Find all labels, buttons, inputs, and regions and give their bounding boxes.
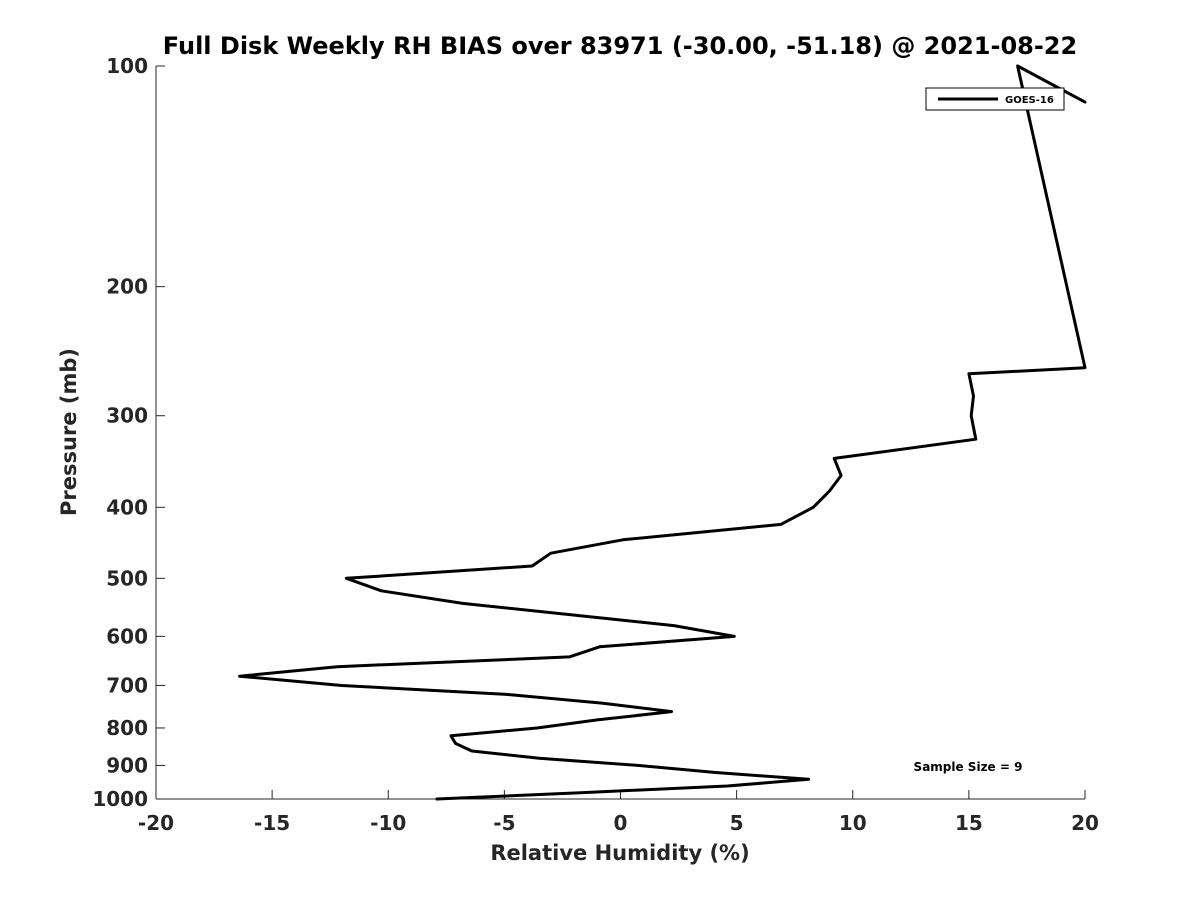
- axes: [155, 66, 1085, 800]
- data-point: [455, 743, 457, 744]
- data-point: [345, 577, 347, 579]
- data-point: [638, 765, 640, 766]
- data-point: [531, 565, 533, 567]
- y-tick-label: 900: [106, 753, 148, 777]
- data-point: [436, 798, 438, 800]
- data-point: [538, 757, 540, 759]
- x-tick-label: -5: [493, 811, 515, 835]
- x-ticks: -20 -15 -10 -5 0 5 10 15 20: [138, 790, 1099, 835]
- data-point: [1017, 65, 1019, 67]
- y-tick-label: 300: [106, 404, 148, 428]
- x-axis-label: Relative Humidity (%): [490, 841, 749, 865]
- x-tick-label: 0: [614, 811, 628, 835]
- data-point: [450, 735, 452, 737]
- data-point: [622, 539, 624, 541]
- x-tick-label: -20: [138, 811, 174, 835]
- data-point: [336, 666, 338, 668]
- data-point: [726, 785, 728, 787]
- data-point: [380, 590, 382, 592]
- data-point: [975, 438, 977, 440]
- series-line-goes-16: [238, 64, 1087, 801]
- data-point: [601, 702, 603, 704]
- legend-label: GOES-16: [1005, 95, 1054, 106]
- data-point: [970, 415, 972, 417]
- x-tick-label: 20: [1071, 811, 1099, 835]
- y-tick-label: 200: [106, 275, 148, 299]
- y-tick-label: 600: [106, 624, 148, 648]
- data-point: [1084, 101, 1086, 103]
- data-point: [599, 646, 601, 648]
- y-tick-label: 700: [106, 673, 148, 697]
- data-point: [840, 475, 842, 476]
- data-point: [471, 750, 473, 752]
- x-tick-label: 10: [839, 811, 867, 835]
- data-point: [968, 373, 970, 375]
- x-tick-label: -10: [370, 811, 406, 835]
- data-point: [973, 395, 974, 397]
- data-point: [239, 675, 241, 677]
- data-point: [673, 625, 675, 627]
- y-axis-label: Pressure (mb): [57, 348, 81, 516]
- series-group: [238, 64, 1087, 801]
- x-tick-label: 5: [730, 811, 744, 835]
- y-tick-label: 100: [106, 54, 148, 78]
- data-point: [462, 602, 464, 604]
- data-point: [341, 685, 343, 686]
- data-point: [582, 792, 584, 794]
- data-point: [780, 523, 782, 525]
- data-point: [550, 552, 552, 554]
- sample-size-annotation: Sample Size = 9: [914, 760, 1023, 774]
- y-tick-label: 500: [106, 566, 148, 590]
- data-point: [536, 727, 538, 729]
- y-tick-label: 400: [106, 495, 148, 519]
- data-point: [506, 693, 508, 695]
- data-point: [671, 711, 673, 713]
- y-tick-label: 1000: [92, 787, 148, 811]
- y-ticks: 100 200 300 400 500 600 700 800 900 1000: [92, 54, 165, 811]
- data-point: [812, 506, 814, 508]
- chart-title: Full Disk Weekly RH BIAS over 83971 (-30…: [163, 32, 1077, 60]
- x-tick-label: -15: [254, 811, 290, 835]
- legend: GOES-16: [925, 87, 1065, 111]
- x-tick-label: 15: [955, 811, 983, 835]
- data-point: [733, 635, 735, 637]
- data-point: [568, 656, 570, 658]
- data-point: [1084, 367, 1086, 369]
- y-tick-label: 800: [106, 716, 148, 740]
- data-point: [715, 772, 717, 773]
- data-point: [829, 490, 830, 492]
- data-point: [833, 457, 835, 459]
- data-point: [808, 778, 810, 780]
- data-point: [596, 719, 598, 721]
